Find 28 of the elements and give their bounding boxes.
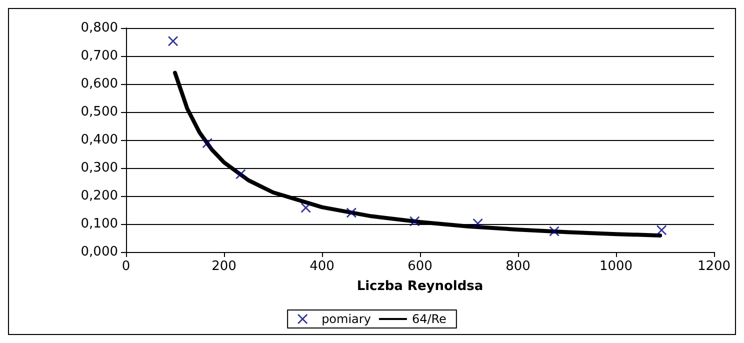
x-tick-label: 600 (408, 259, 432, 274)
y-tick-label: 0,500 (80, 104, 118, 120)
point (549, 226, 560, 236)
point (168, 36, 178, 46)
y-tick-label: 0,200 (80, 188, 118, 204)
x-tick-label: 1000 (599, 259, 633, 274)
y-tick-label: 0,600 (80, 76, 118, 92)
x-tick-label: 400 (310, 259, 334, 274)
legend-label: pomiary (322, 312, 371, 326)
y-tick-label: 0,400 (80, 132, 118, 148)
y-tick-label: 0,000 (80, 244, 118, 260)
legend-label: 64/Re (412, 312, 446, 326)
point (300, 202, 311, 213)
point (346, 208, 356, 218)
point (202, 138, 212, 148)
y-tick-label: 0,800 (80, 20, 118, 36)
x-tick-label: 200 (212, 259, 236, 274)
x-axis-title: Liczba Reynoldsa (356, 279, 484, 294)
point (656, 225, 667, 236)
x-tick-label: 0 (122, 259, 130, 274)
point (472, 218, 483, 228)
x-tick-label: 1200 (697, 259, 731, 274)
x-tick-label: 800 (506, 259, 530, 274)
point (236, 169, 246, 180)
y-tick-label: 0,100 (80, 216, 118, 232)
y-tick-label: 0,700 (80, 48, 118, 64)
y-tick-label: 0,300 (80, 160, 118, 176)
point (410, 216, 420, 226)
